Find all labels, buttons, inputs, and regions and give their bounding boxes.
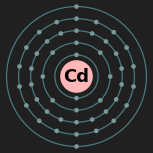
Circle shape (75, 41, 78, 44)
Circle shape (55, 21, 58, 24)
Circle shape (112, 119, 115, 122)
Circle shape (120, 83, 123, 86)
Circle shape (75, 17, 78, 20)
Circle shape (75, 53, 78, 56)
Circle shape (41, 75, 44, 78)
Circle shape (125, 104, 128, 107)
Circle shape (75, 145, 78, 148)
Circle shape (59, 118, 62, 121)
Circle shape (104, 110, 108, 113)
Circle shape (75, 121, 78, 124)
Circle shape (112, 31, 115, 34)
Circle shape (55, 129, 58, 132)
Circle shape (51, 99, 54, 102)
Circle shape (45, 110, 49, 113)
Circle shape (75, 5, 78, 8)
Circle shape (75, 133, 78, 136)
Circle shape (125, 46, 128, 49)
Circle shape (25, 46, 28, 49)
Circle shape (120, 67, 123, 70)
Circle shape (51, 51, 54, 54)
Circle shape (61, 61, 92, 92)
Text: Cd: Cd (63, 67, 90, 86)
Circle shape (132, 85, 135, 88)
Circle shape (35, 98, 38, 101)
Circle shape (59, 32, 62, 35)
Circle shape (115, 52, 118, 55)
Circle shape (109, 75, 112, 78)
Circle shape (132, 65, 135, 68)
Circle shape (18, 65, 21, 68)
Circle shape (38, 31, 41, 34)
Circle shape (25, 104, 28, 107)
Circle shape (30, 67, 33, 70)
Circle shape (75, 109, 78, 112)
Circle shape (99, 99, 102, 102)
Circle shape (38, 119, 41, 122)
Circle shape (95, 129, 98, 132)
Circle shape (35, 52, 38, 55)
Circle shape (95, 21, 98, 24)
Circle shape (30, 83, 33, 86)
Circle shape (45, 40, 49, 43)
Circle shape (99, 51, 102, 54)
Circle shape (115, 98, 118, 101)
Circle shape (75, 97, 78, 100)
Circle shape (91, 118, 94, 121)
Circle shape (104, 40, 108, 43)
Circle shape (91, 32, 94, 35)
Circle shape (18, 85, 21, 88)
Circle shape (75, 29, 78, 32)
